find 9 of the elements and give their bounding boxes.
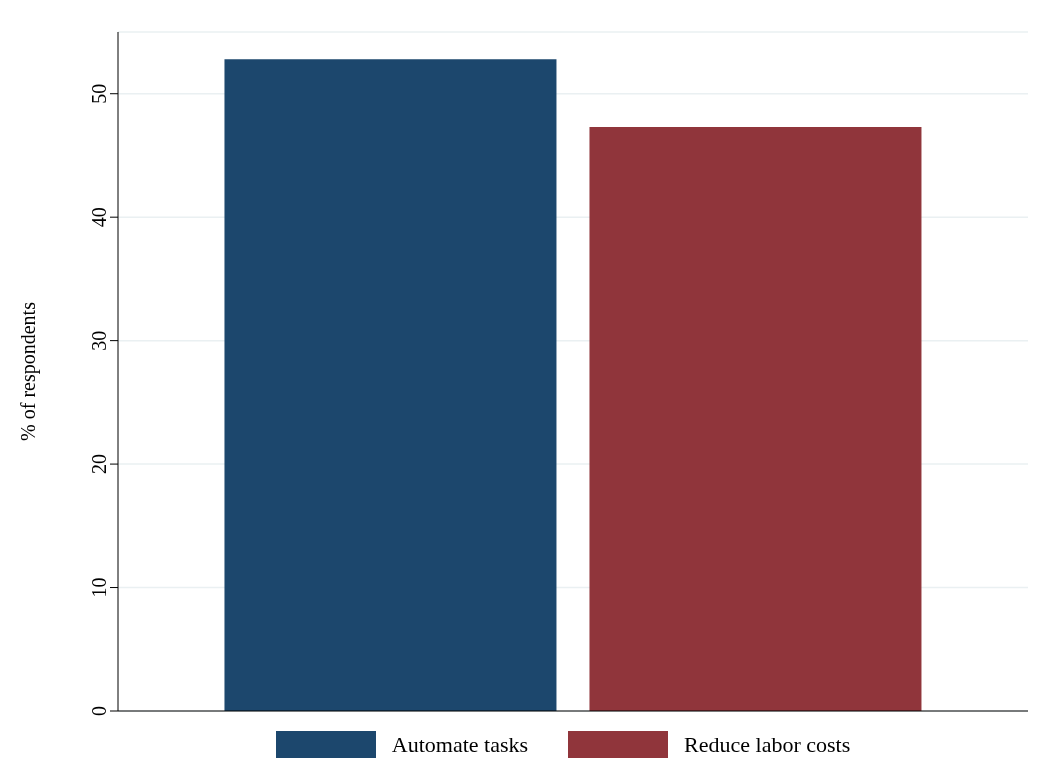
y-tick-label: 40 [88, 207, 110, 228]
y-tick-label: 50 [88, 83, 110, 104]
y-tick-label: 0 [88, 706, 110, 716]
y-tick-label: 30 [88, 330, 110, 351]
y-tick-label: 10 [88, 577, 110, 598]
legend-label: Reduce labor costs [684, 731, 851, 758]
y-tick-label: 20 [88, 454, 110, 475]
legend-label: Automate tasks [391, 731, 529, 758]
y-axis-title: % of respondents [17, 301, 41, 441]
